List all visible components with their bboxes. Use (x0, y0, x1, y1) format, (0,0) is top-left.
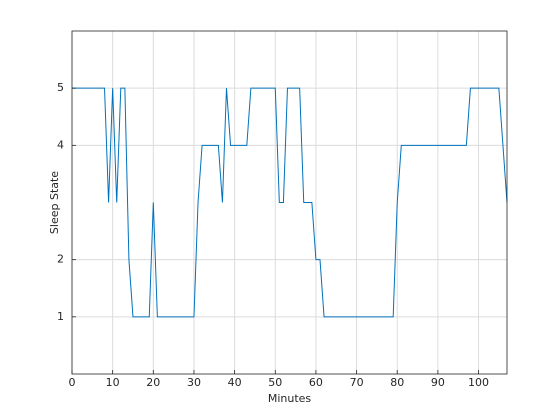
x-tick-label: 70 (350, 376, 364, 389)
x-tick-label: 40 (228, 376, 242, 389)
x-tick-label: 100 (468, 376, 489, 389)
plot-area (72, 87, 508, 318)
x-tick-label: 60 (309, 376, 323, 389)
y-tick-label: 2 (57, 253, 64, 266)
y-tick-label: 5 (57, 81, 64, 94)
y-tick-label: 4 (57, 138, 64, 151)
data-line (72, 87, 508, 318)
x-tick-label: 90 (431, 376, 445, 389)
y-axis-label: Sleep State (48, 171, 61, 234)
x-tick-label: 20 (146, 376, 160, 389)
axes-box (71, 30, 508, 375)
x-tick-label: 30 (187, 376, 201, 389)
y-tick-label: 1 (57, 310, 64, 323)
x-tick-label: 50 (268, 376, 282, 389)
x-axis-label: Minutes (268, 392, 312, 405)
x-tick-label: 80 (390, 376, 404, 389)
x-tick-label: 0 (69, 376, 76, 389)
x-tick-label: 10 (106, 376, 120, 389)
